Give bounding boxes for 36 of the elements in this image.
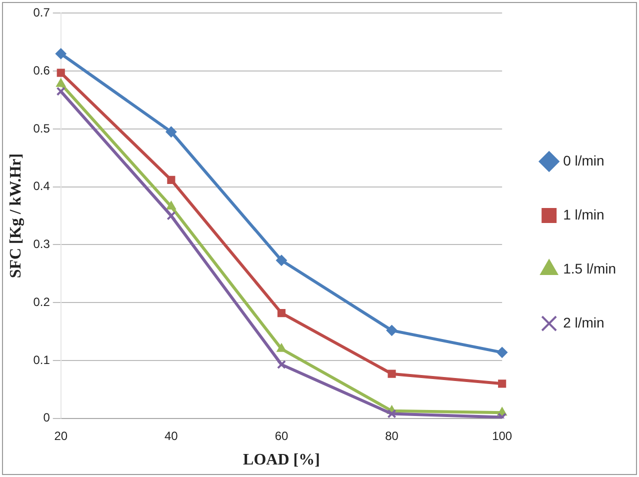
legend-label: 0 l/min	[563, 152, 604, 168]
point	[167, 176, 176, 184]
x-tick-label: 20	[54, 428, 68, 443]
point	[56, 68, 65, 77]
point	[276, 360, 286, 370]
point	[388, 370, 396, 378]
point	[498, 380, 506, 388]
legend-label: 1 l/min	[563, 206, 604, 222]
y-tick-label: 0.6	[33, 63, 50, 78]
point	[166, 201, 176, 210]
x-tick-label: 80	[385, 428, 399, 443]
legend-label: 2 l/min	[563, 314, 604, 330]
point	[276, 343, 286, 352]
x-tick-label: 40	[164, 428, 178, 443]
y-tick-label: 0	[43, 410, 50, 425]
y-tick-label: 0.5	[33, 121, 50, 136]
x-axis-title: LOAD [%]	[243, 452, 320, 469]
point	[56, 86, 66, 96]
point	[387, 409, 396, 418]
point	[496, 346, 508, 358]
y-tick-label: 0.3	[33, 237, 50, 252]
point	[166, 126, 177, 138]
legend-label: 1.5 l/min	[563, 260, 616, 276]
y-tick-label: 0.4	[33, 179, 50, 194]
point	[276, 254, 287, 266]
y-axis-title: SFC [Kg / kW.Hr]	[8, 153, 25, 278]
y-tick-label: 0.2	[33, 294, 50, 309]
point	[386, 324, 398, 336]
point	[277, 309, 286, 318]
x-tick-label: 100	[492, 428, 512, 443]
x-tick-label: 60	[274, 428, 288, 443]
y-tick-label: 0.7	[33, 6, 50, 20]
point	[166, 211, 176, 220]
y-tick-label: 0.1	[33, 352, 50, 367]
point	[55, 48, 66, 60]
point	[56, 78, 66, 87]
